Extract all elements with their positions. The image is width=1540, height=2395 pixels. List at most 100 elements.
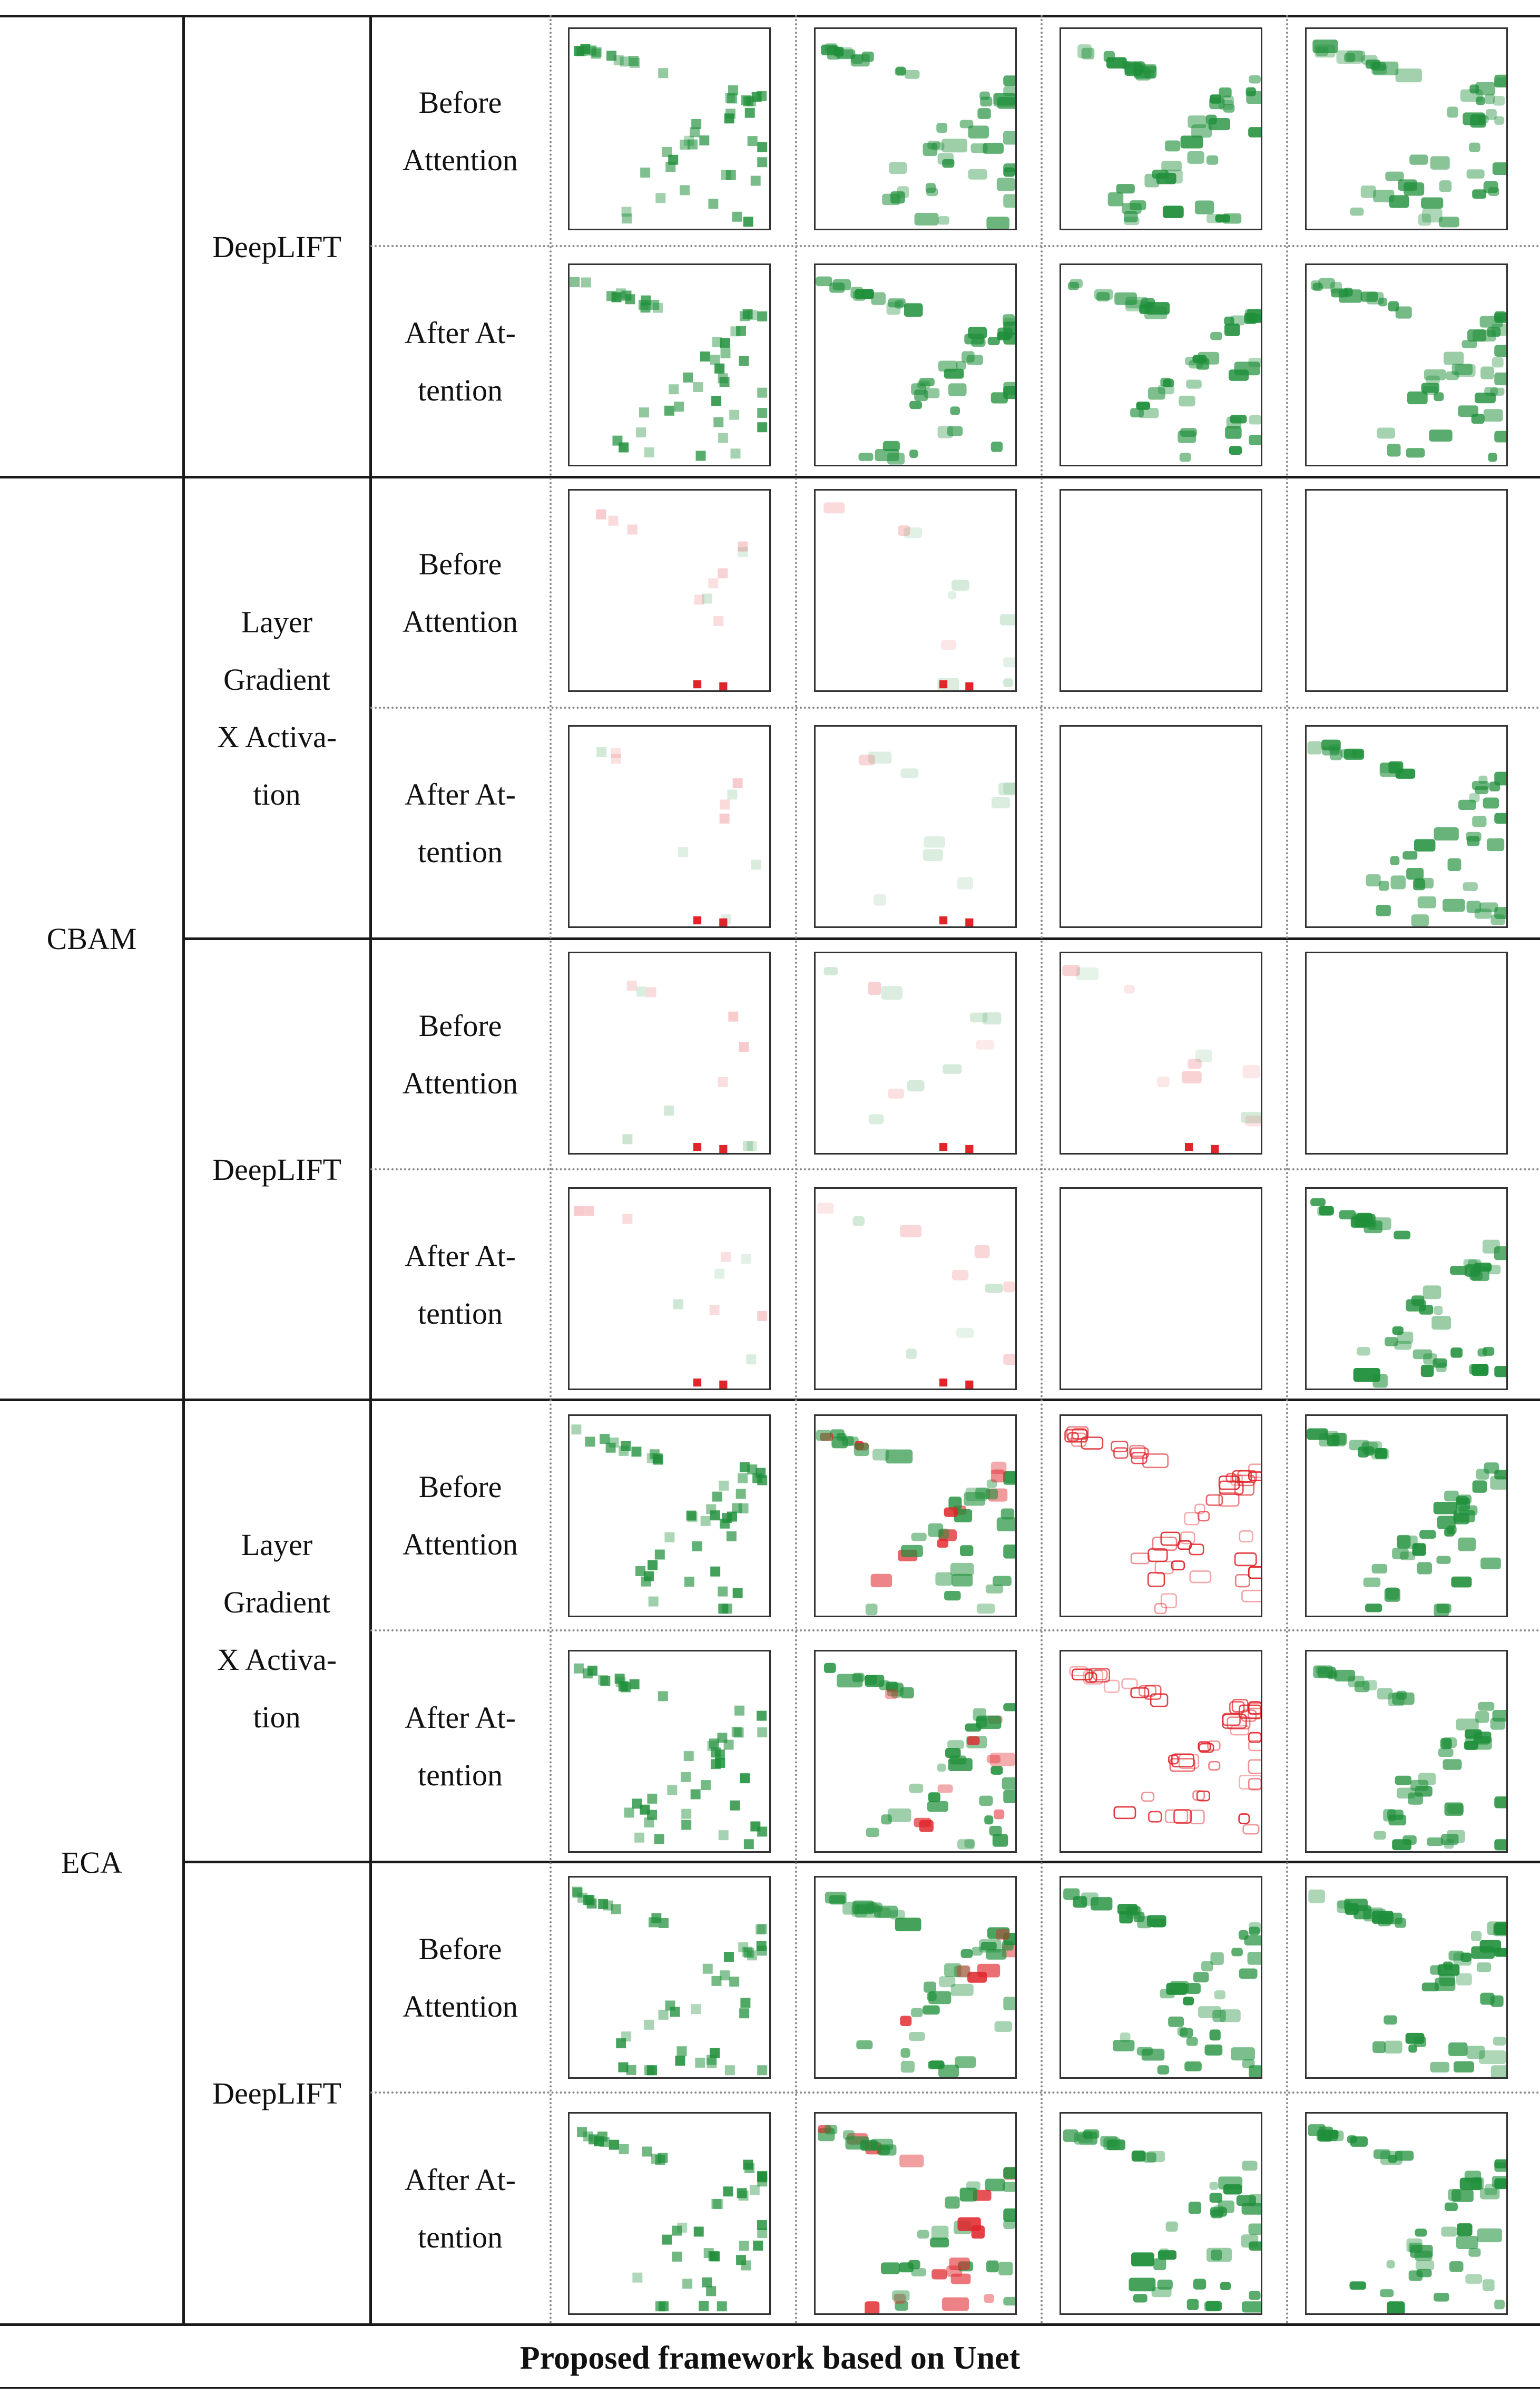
heatmap-blob <box>655 193 666 203</box>
heatmap-blob <box>694 594 704 605</box>
heatmap-blob <box>1372 2041 1386 2054</box>
heatmap-blob <box>620 56 630 67</box>
heatmap-blob <box>584 1206 594 1216</box>
heatmap-blob <box>1418 213 1431 226</box>
heatmap-blob <box>1415 1786 1433 1797</box>
heatmap-blob <box>718 1077 728 1087</box>
heatmap-blob <box>1354 1681 1370 1693</box>
heatmap-blob <box>669 384 679 395</box>
heatmap-blob <box>739 311 750 321</box>
heatmap-blob <box>919 378 935 387</box>
heatmap-blob <box>630 57 640 68</box>
heatmap-blob <box>726 1531 737 1542</box>
heatmap-blob <box>1419 1305 1434 1315</box>
heatmap-blob <box>1113 1447 1129 1459</box>
heatmap-blob <box>1444 2202 1458 2211</box>
heatmap-blob <box>681 1820 692 1830</box>
heatmap-blob <box>1307 741 1322 755</box>
heatmap-blob <box>1360 291 1378 302</box>
heatmap-blob <box>976 1715 1002 1729</box>
heatmap-blob <box>1225 426 1242 439</box>
heatmap-blob <box>1400 1551 1416 1561</box>
heatmap-thumbnail <box>1305 27 1508 230</box>
heatmap-blob <box>1385 1337 1398 1347</box>
heatmap-blob <box>682 2279 693 2289</box>
heatmap-blob <box>629 1679 640 1689</box>
heatmap-blob <box>1231 2047 1255 2061</box>
heatmap-blob <box>1421 1982 1439 1992</box>
heatmap-blob <box>966 355 983 365</box>
heatmap-blob <box>1241 2301 1261 2313</box>
heatmap-hotspot <box>719 1380 728 1389</box>
heatmap-blob <box>1465 2274 1483 2284</box>
heatmap-thumbnail <box>814 1650 1017 1853</box>
heatmap-blob <box>882 193 900 206</box>
heatmap-blob <box>1339 289 1362 303</box>
heatmap-blob <box>899 1225 922 1238</box>
group-label-eca: ECA <box>61 1845 122 1880</box>
heatmap-blob <box>899 2154 924 2167</box>
heatmap-blob <box>836 49 856 60</box>
heatmap-blob <box>1451 1576 1472 1588</box>
heatmap-thumbnail <box>1305 1187 1508 1390</box>
heatmap-blob <box>1494 431 1506 443</box>
heatmap-blob <box>881 1814 892 1825</box>
heatmap-blob <box>1249 415 1261 425</box>
heatmap-blob <box>1493 95 1505 106</box>
heatmap-blob <box>1408 2242 1423 2253</box>
heatmap-blob <box>982 1012 1002 1025</box>
heatmap-blob <box>1248 1732 1261 1743</box>
heatmap-blob <box>996 1517 1015 1532</box>
heatmap-blob <box>1000 1508 1015 1520</box>
heatmap-blob <box>1385 171 1404 181</box>
heatmap-blob <box>947 426 963 436</box>
heatmap-blob <box>1241 2203 1261 2215</box>
heatmap-blob <box>1249 2241 1261 2251</box>
heatmap-blob <box>1003 2182 1015 2192</box>
heatmap-blob <box>1205 1494 1223 1506</box>
heatmap-blob <box>702 1963 713 1974</box>
heatmap-blob <box>1219 87 1232 97</box>
heatmap-blob <box>1153 2258 1166 2271</box>
heatmap-blob <box>742 1947 753 1957</box>
heatmap-blob <box>1161 161 1182 172</box>
heatmap-blob <box>1136 402 1151 410</box>
heatmap-blob <box>690 127 700 138</box>
heatmap-blob <box>734 1705 745 1716</box>
heatmap-blob <box>1069 1666 1088 1677</box>
heatmap-blob <box>854 1443 869 1456</box>
heatmap-blob <box>1466 836 1480 847</box>
heatmap-thumbnail <box>568 1876 771 2079</box>
heatmap-blob <box>1494 1839 1506 1851</box>
heatmap-blob <box>888 298 906 308</box>
heatmap-blob <box>605 1442 616 1453</box>
heatmap-blob <box>1470 1931 1482 1941</box>
heatmap-blob <box>1457 1494 1472 1504</box>
heatmap-blob <box>1166 1982 1188 1995</box>
heatmap-blob <box>1157 2279 1173 2290</box>
heatmap-blob <box>1245 87 1256 96</box>
heatmap-blob <box>944 1507 958 1517</box>
heatmap-blob <box>1366 874 1381 887</box>
heatmap-blob <box>865 2301 880 2313</box>
heatmap-blob <box>1230 415 1247 424</box>
heatmap-blob <box>900 1544 923 1557</box>
heatmap-blob <box>641 295 651 306</box>
heatmap-blob <box>1334 1669 1356 1682</box>
state-label-after: After At- tention <box>405 1700 516 1792</box>
heatmap-blob <box>885 1689 898 1699</box>
method-label-deeplift: DeepLIFT <box>212 1152 341 1187</box>
heatmap-hotspot <box>693 1379 702 1387</box>
state-label-before: Before Attention <box>402 1469 518 1561</box>
heatmap-thumbnail <box>814 1187 1017 1390</box>
heatmap-blob <box>1450 1347 1463 1358</box>
heatmap-blob <box>1477 2228 1503 2243</box>
heatmap-blob <box>817 1203 834 1214</box>
heatmap-thumbnail <box>1060 489 1262 692</box>
heatmap-blob <box>825 2125 838 2135</box>
heatmap-blob <box>1494 2159 1506 2168</box>
heatmap-blob <box>736 326 747 336</box>
heatmap-blob <box>1186 2037 1198 2046</box>
heatmap-blob <box>1096 292 1110 301</box>
heatmap-blob <box>1492 2176 1506 2188</box>
